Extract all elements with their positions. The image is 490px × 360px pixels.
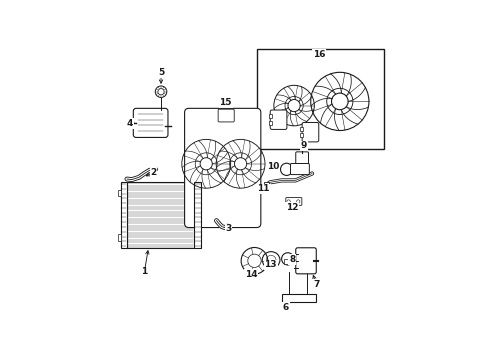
Text: 3: 3: [225, 224, 231, 233]
Text: 16: 16: [313, 50, 325, 59]
FancyBboxPatch shape: [218, 109, 234, 122]
Text: 1: 1: [141, 267, 147, 276]
Text: 6: 6: [283, 303, 289, 312]
FancyBboxPatch shape: [133, 108, 168, 138]
Text: 10: 10: [267, 162, 279, 171]
Bar: [257, 49, 384, 149]
Bar: [300, 127, 303, 131]
Text: 8: 8: [289, 255, 295, 264]
FancyBboxPatch shape: [291, 163, 309, 175]
Bar: [300, 133, 303, 137]
FancyBboxPatch shape: [286, 198, 302, 205]
Bar: [118, 234, 121, 240]
Bar: [118, 190, 121, 196]
FancyBboxPatch shape: [296, 152, 309, 164]
Bar: [284, 259, 291, 264]
Bar: [282, 294, 316, 302]
FancyBboxPatch shape: [270, 110, 287, 129]
Text: 7: 7: [313, 280, 319, 289]
Bar: [269, 121, 271, 125]
Text: 13: 13: [264, 261, 277, 269]
Text: 9: 9: [300, 141, 307, 150]
Text: 12: 12: [286, 203, 298, 212]
Bar: [269, 114, 271, 118]
Text: 14: 14: [245, 270, 257, 279]
FancyBboxPatch shape: [185, 108, 261, 228]
Bar: [194, 182, 201, 248]
Text: 2: 2: [150, 168, 157, 177]
Text: 5: 5: [158, 68, 164, 77]
Text: 11: 11: [257, 184, 270, 193]
Text: 4: 4: [126, 119, 133, 128]
FancyBboxPatch shape: [302, 122, 319, 142]
Bar: [127, 182, 194, 248]
FancyBboxPatch shape: [296, 248, 316, 274]
Text: 15: 15: [220, 98, 232, 107]
Bar: [121, 182, 127, 248]
Bar: [265, 182, 269, 187]
